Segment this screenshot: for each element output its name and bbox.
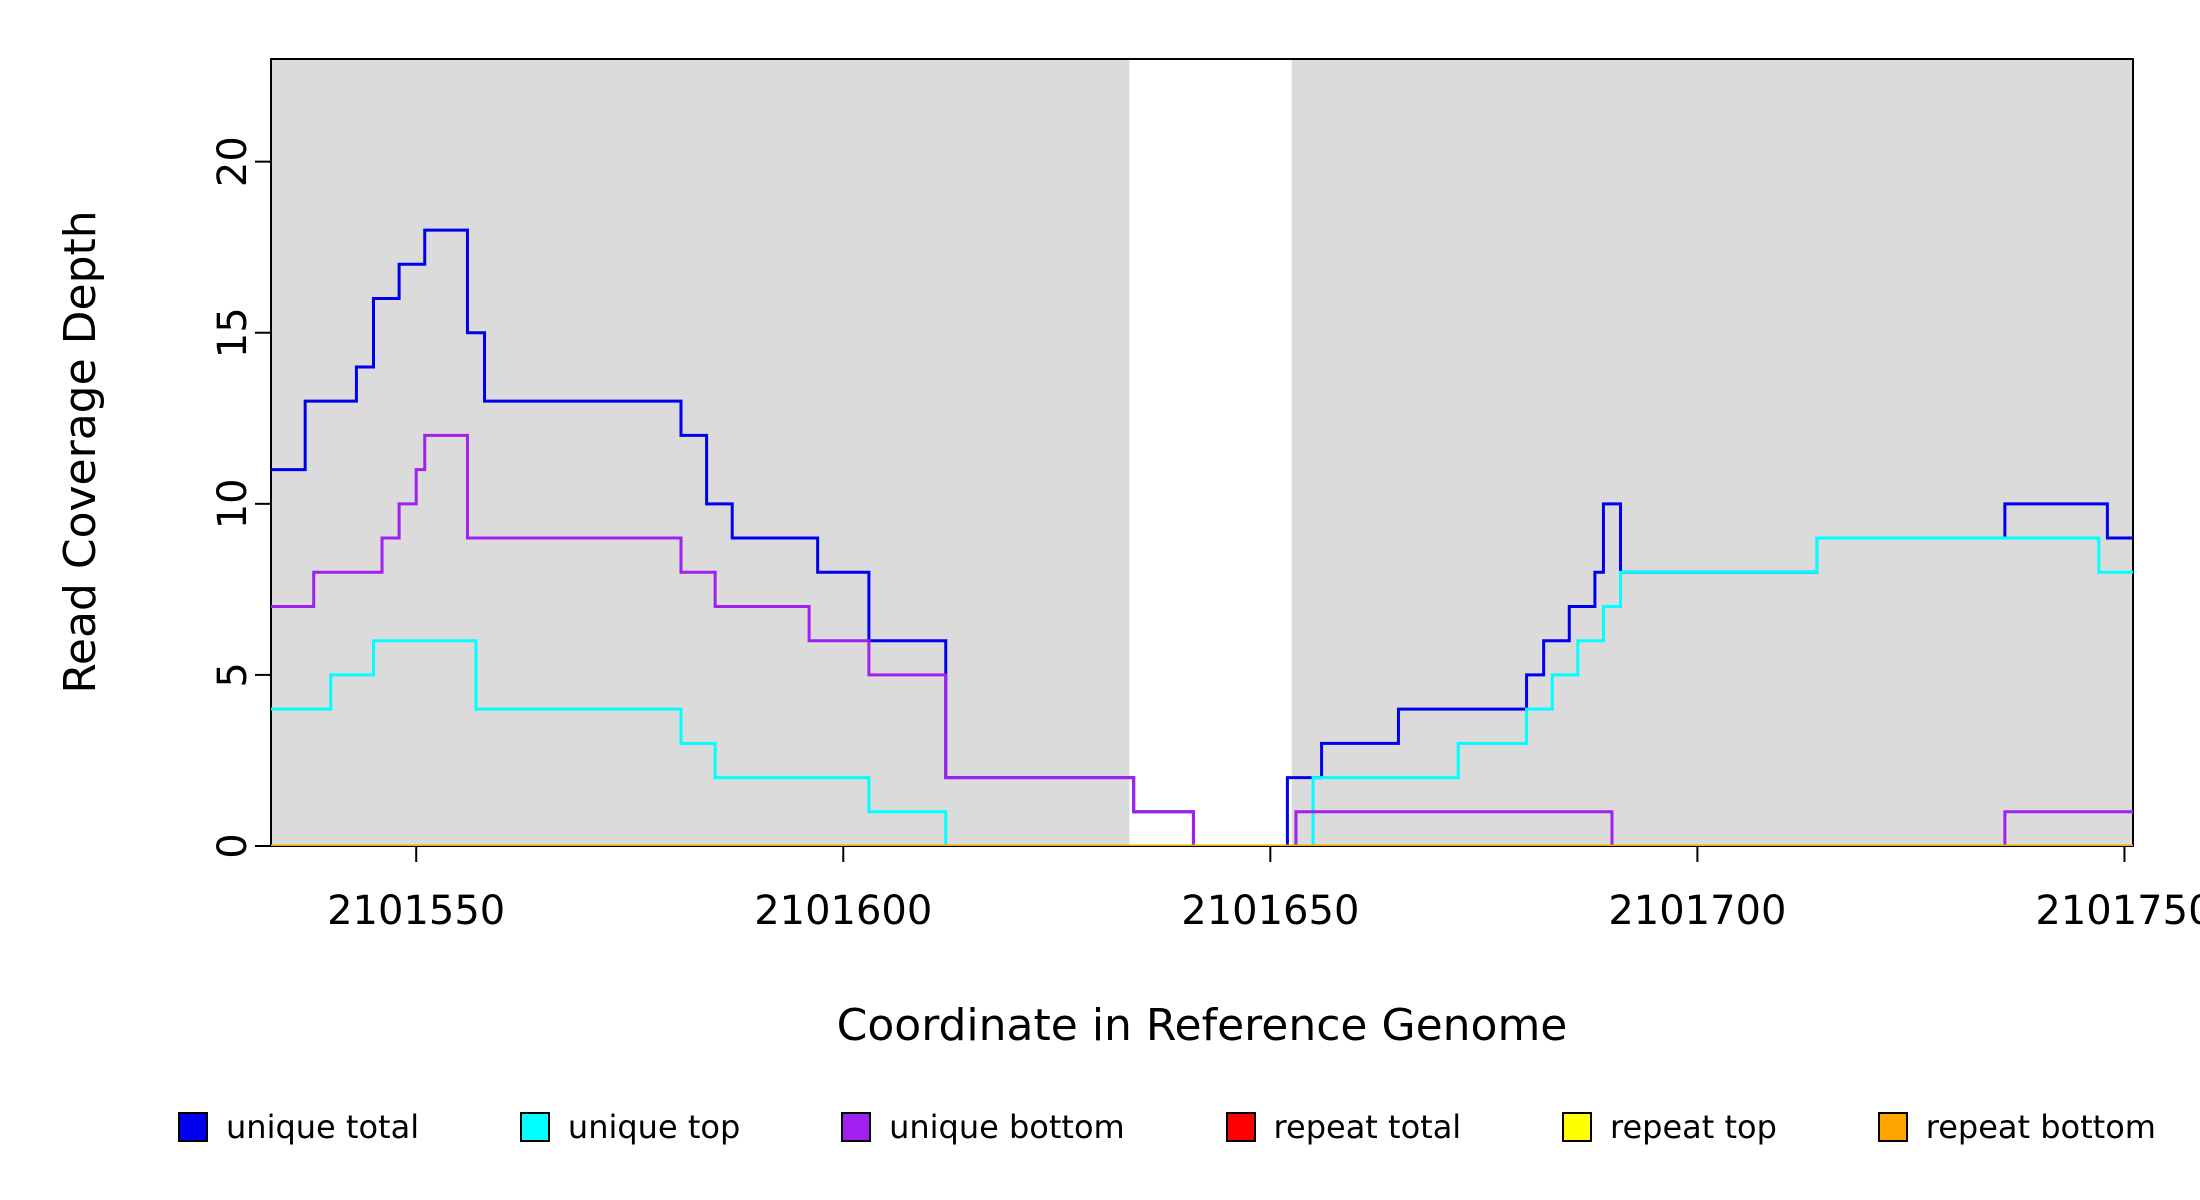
x-tick-label: 2101700 [1608,888,1786,934]
shaded-region [271,59,1130,846]
y-tick-label: 15 [210,307,256,358]
legend-item-repeat-total: repeat total [1225,1108,1462,1146]
y-tick-label: 20 [210,136,256,187]
legend-swatch-unique-top [519,1112,550,1142]
coverage-chart: 2101550 2101600 2101650 2101700 2101750 0 5 10 1… [55,58,2200,1051]
legend-item-repeat-bottom: repeat bottom [1877,1108,2156,1146]
series-line-unique-top [271,536,2133,846]
legend-swatch-unique-total [178,1112,208,1142]
y-tick-label: 5 [210,662,256,687]
legend-label: repeat bottom [1925,1108,2156,1146]
x-axis-label: Coordinate in Reference Genome [837,1000,1568,1051]
legend-item-unique-total: unique total [178,1108,419,1146]
legend-label: unique top [567,1108,741,1146]
legend-label: repeat top [1610,1108,1777,1146]
x-tick-label: 2101550 [327,888,505,934]
series-lines [271,228,2133,846]
legend-label: unique bottom [889,1108,1125,1146]
y-tick-label: 0 [210,833,256,858]
legend: unique total unique top unique bottom repea… [178,1108,2156,1146]
y-axis-label: Read Coverage Depth [55,210,106,693]
legend-item-repeat-top: repeat top [1562,1108,1777,1146]
legend-swatch-unique-bottom [841,1112,872,1142]
series-line-unique-bottom [271,433,2133,846]
legend-swatch-repeat-bottom [1877,1112,1908,1142]
legend-swatch-repeat-total [1225,1112,1256,1142]
legend-label: repeat total [1273,1108,1462,1146]
axes: 2101550 2101600 2101650 2101700 2101750 0 5 10 1… [210,58,2200,934]
y-tick-label: 10 [210,478,256,529]
legend-item-unique-top: unique top [519,1108,741,1146]
legend-swatch-repeat-top [1562,1112,1593,1142]
legend-item-unique-bottom: unique bottom [841,1108,1125,1146]
shaded-region [1291,59,2133,846]
shaded-regions [271,59,2133,846]
x-tick-label: 2101650 [1181,888,1359,934]
x-tick-label: 2101750 [2035,888,2200,934]
x-tick-label: 2101600 [754,888,932,934]
legend-label: unique total [226,1108,420,1146]
